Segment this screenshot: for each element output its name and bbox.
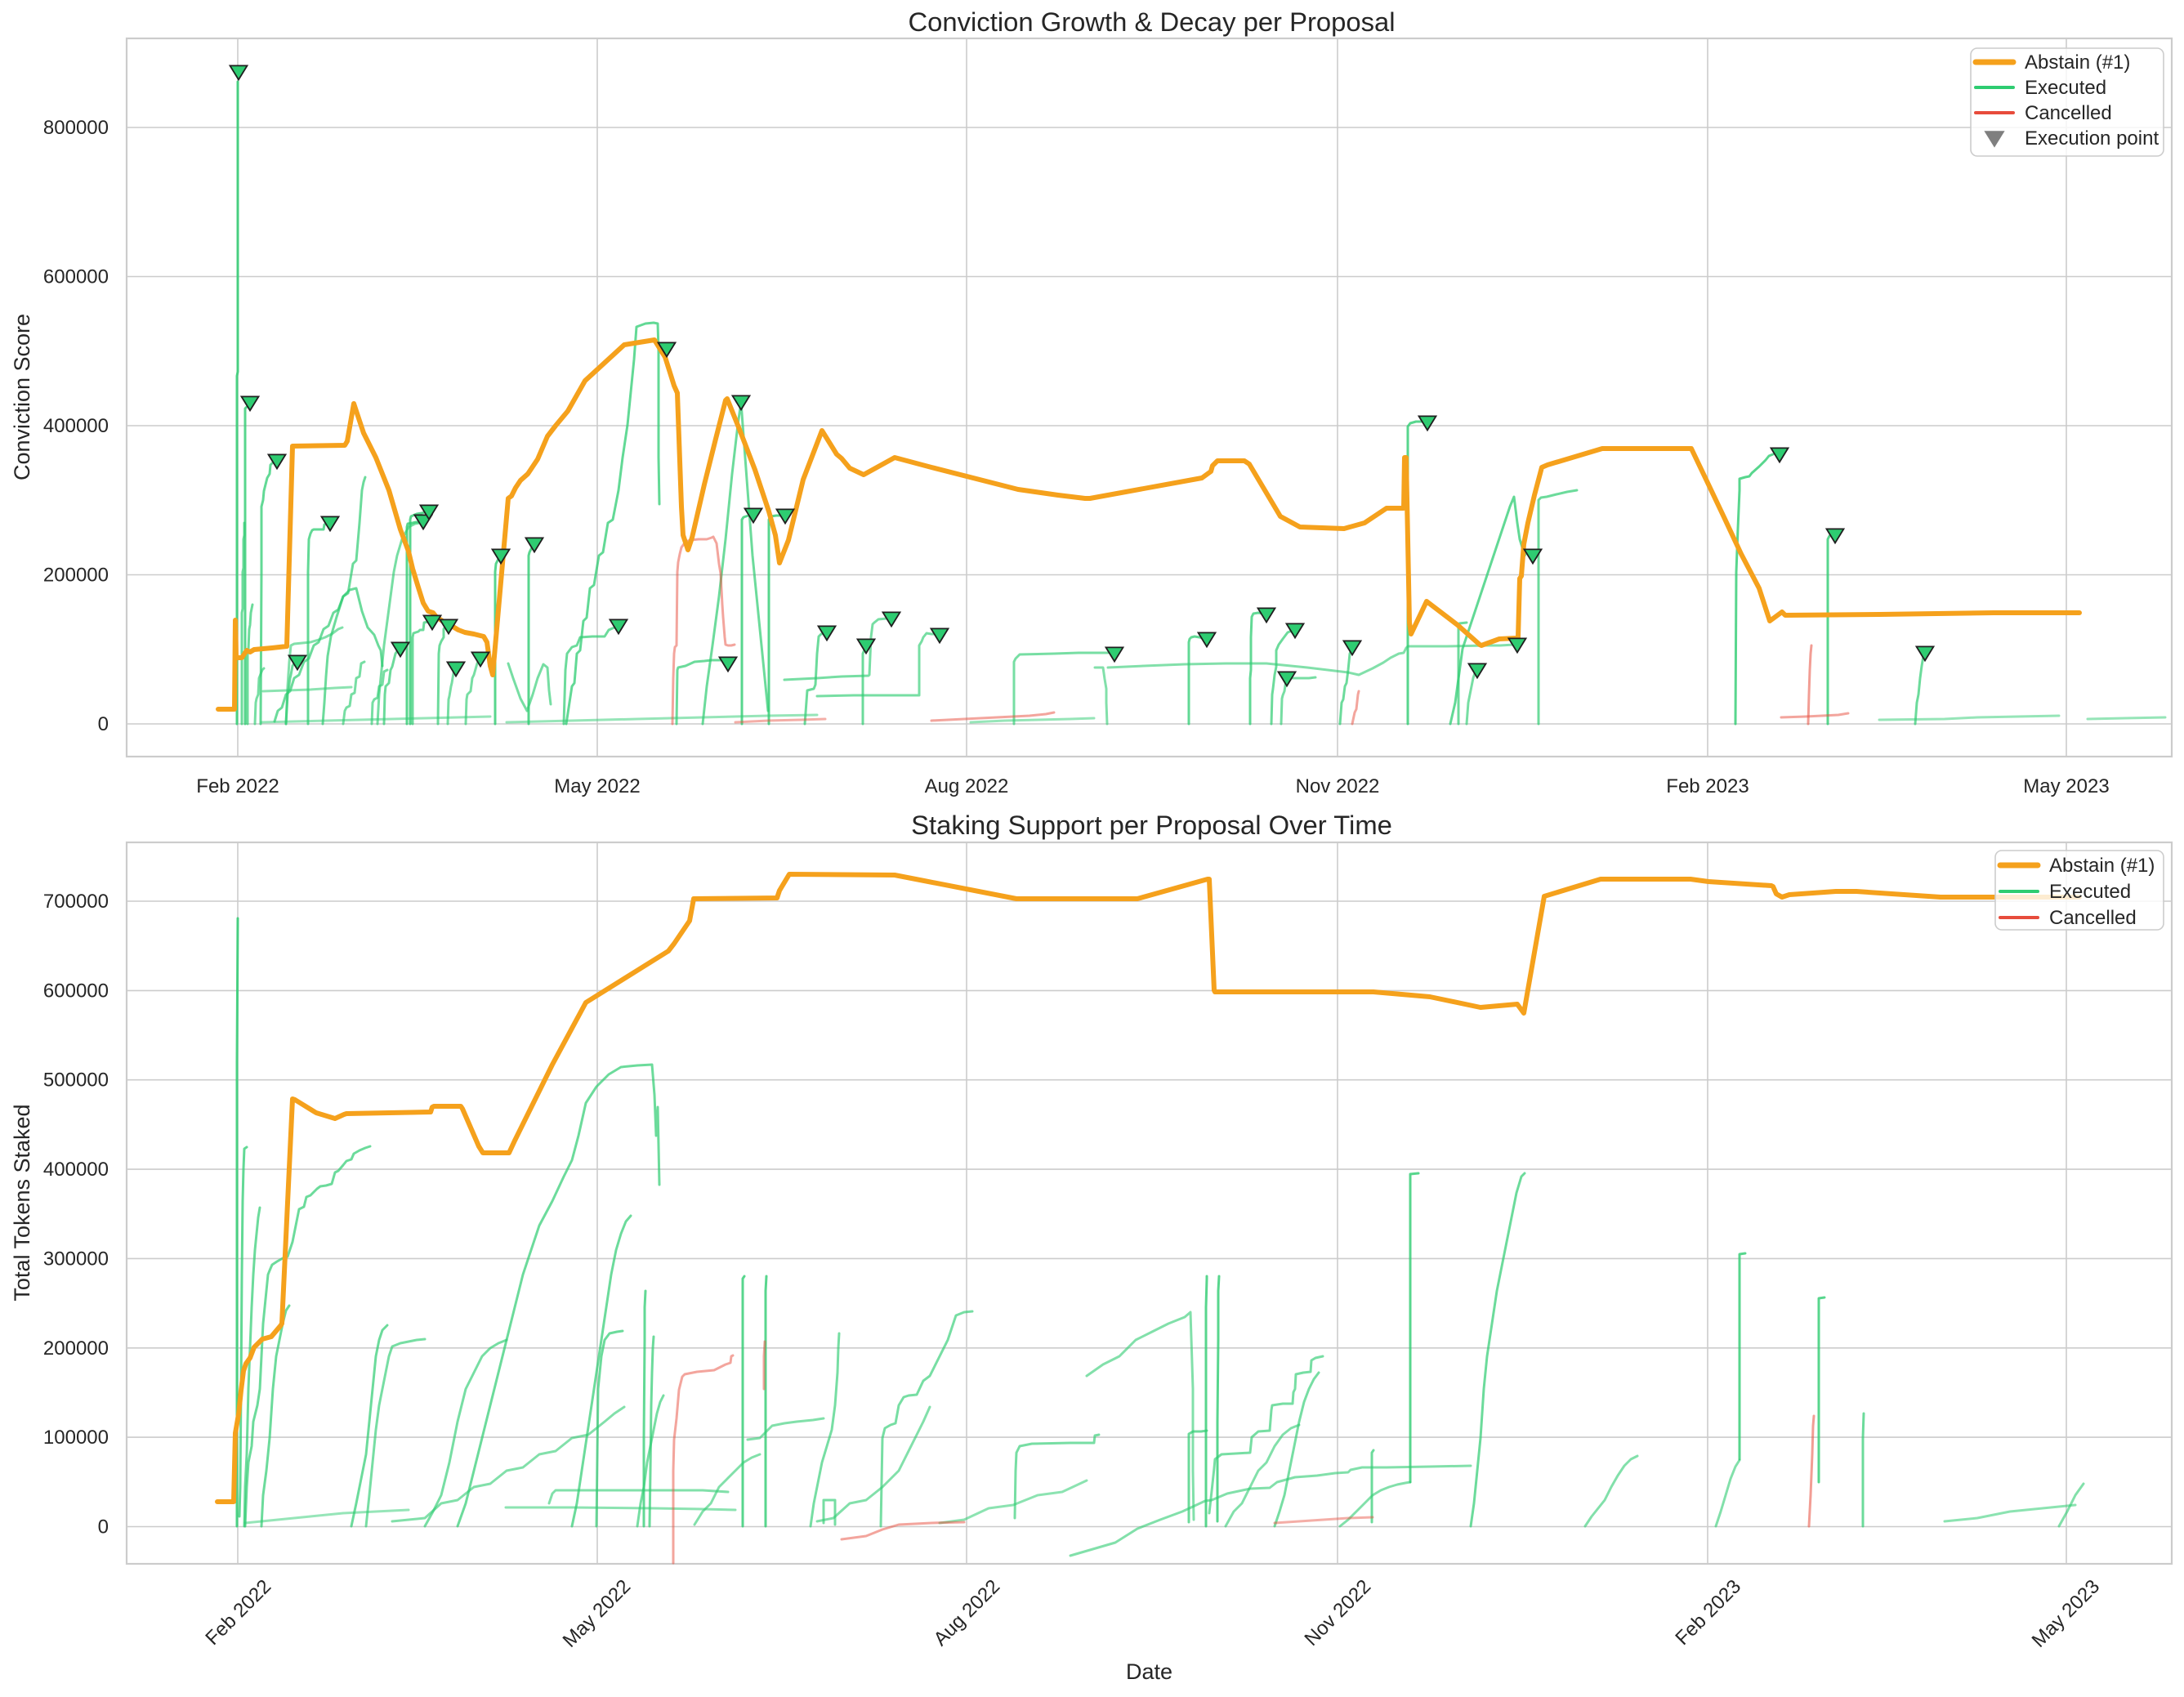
svg-text:Conviction Score: Conviction Score (10, 314, 34, 480)
svg-text:0: 0 (98, 1516, 109, 1538)
svg-text:Conviction Growth & Decay per: Conviction Growth & Decay per Proposal (908, 7, 1395, 37)
svg-text:500000: 500000 (43, 1070, 109, 1092)
svg-text:Aug 2022: Aug 2022 (925, 775, 1009, 797)
svg-text:600000: 600000 (43, 266, 109, 288)
svg-text:200000: 200000 (43, 565, 109, 587)
svg-text:Executed: Executed (2049, 881, 2131, 903)
svg-text:May 2023: May 2023 (2023, 775, 2109, 797)
svg-text:600000: 600000 (43, 980, 109, 1002)
svg-text:Cancelled: Cancelled (2025, 102, 2112, 124)
svg-text:400000: 400000 (43, 415, 109, 437)
svg-text:Staking Support per Proposal O: Staking Support per Proposal Over Time (911, 810, 1392, 840)
svg-text:Cancelled: Cancelled (2049, 907, 2137, 929)
svg-text:May 2022: May 2022 (554, 775, 640, 797)
svg-text:700000: 700000 (43, 891, 109, 913)
svg-text:0: 0 (98, 713, 109, 735)
svg-text:800000: 800000 (43, 117, 109, 139)
svg-text:300000: 300000 (43, 1248, 109, 1270)
svg-text:Feb 2022: Feb 2022 (196, 775, 279, 797)
svg-text:Execution point: Execution point (2025, 127, 2159, 150)
svg-text:Abstain (#1): Abstain (#1) (2025, 51, 2130, 74)
svg-text:400000: 400000 (43, 1159, 109, 1181)
svg-text:Feb 2023: Feb 2023 (1666, 775, 1749, 797)
svg-text:Executed: Executed (2025, 77, 2106, 99)
svg-text:100000: 100000 (43, 1427, 109, 1449)
svg-text:Nov 2022: Nov 2022 (1296, 775, 1380, 797)
svg-text:Total Tokens Staked: Total Tokens Staked (10, 1104, 34, 1301)
svg-text:Abstain (#1): Abstain (#1) (2049, 855, 2155, 877)
svg-text:200000: 200000 (43, 1338, 109, 1360)
svg-text:Date: Date (1126, 1659, 1172, 1684)
